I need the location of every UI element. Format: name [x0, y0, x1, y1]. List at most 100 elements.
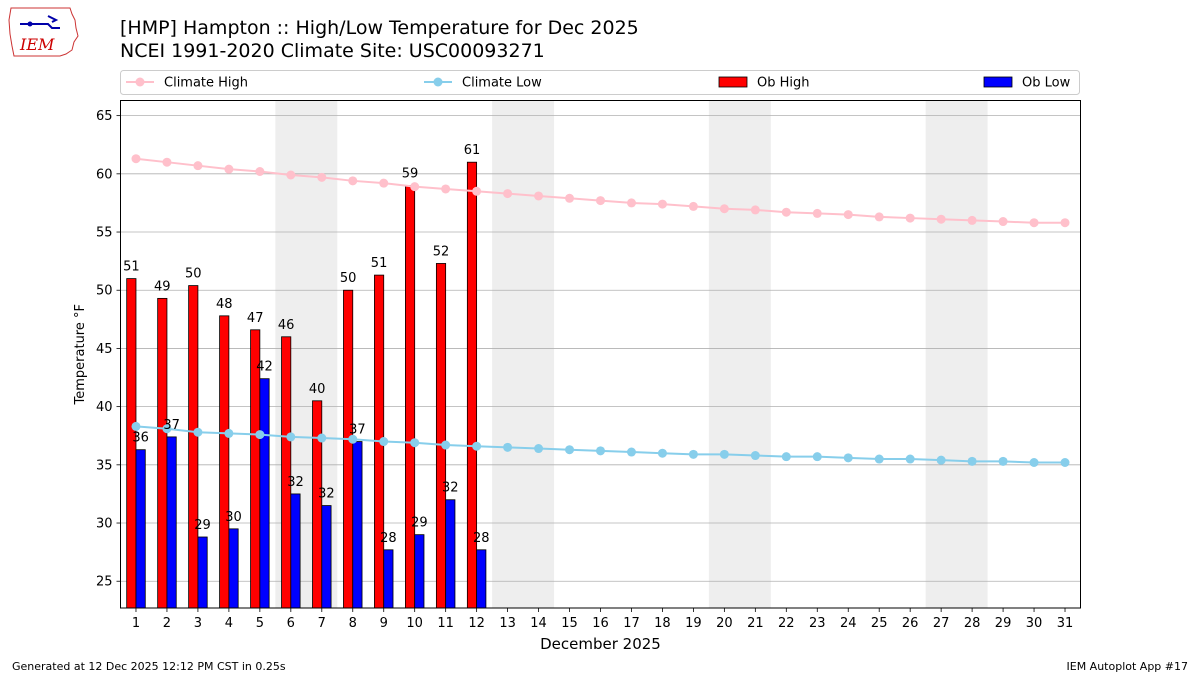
xtick-label-30: 30	[1026, 616, 1043, 631]
xtick-label-21: 21	[747, 616, 764, 631]
legend-ob-high-swatch	[718, 76, 748, 88]
ob-low-label-2: 37	[163, 418, 180, 433]
ytick-label-35: 35	[96, 458, 113, 473]
climate-low-point-21	[750, 451, 760, 461]
climate-high-point-8	[348, 176, 358, 186]
xtick-label-8: 8	[349, 616, 357, 631]
xtick-label-6: 6	[287, 616, 295, 631]
legend-climate-high-marker	[135, 77, 145, 87]
xtick-label-10: 10	[406, 616, 423, 631]
weekend-band-3	[708, 100, 771, 608]
chart-subtitle: NCEI 1991-2020 Climate Site: USC00093271	[120, 40, 545, 62]
climate-low-point-31	[1060, 458, 1070, 468]
xtick-label-4: 4	[225, 616, 233, 631]
climate-low-point-5	[255, 430, 265, 440]
climate-low-point-1	[131, 421, 141, 431]
ytick-label-40: 40	[96, 400, 113, 415]
iem-logo-icon: IEM	[8, 7, 79, 57]
ob-high-label-8: 50	[340, 271, 357, 286]
logo-text: IEM	[19, 35, 55, 54]
ob-low-label-4: 30	[225, 510, 242, 525]
climate-high-point-18	[657, 199, 667, 209]
ob-low-bar-2	[166, 436, 177, 609]
climate-high-point-26	[905, 213, 915, 223]
climate-high-point-7	[317, 172, 327, 182]
ob-high-bar-2	[157, 297, 168, 609]
ob-high-bar-3	[188, 285, 199, 609]
ytick-label-30: 30	[96, 517, 113, 532]
xtick-label-2: 2	[163, 616, 171, 631]
climate-low-point-17	[626, 447, 636, 457]
climate-high-point-28	[967, 215, 977, 225]
ob-high-bar-8	[343, 289, 354, 609]
ob-low-label-10: 29	[411, 516, 428, 531]
ob-low-bar-12	[476, 549, 487, 609]
xtick-label-13: 13	[499, 616, 516, 631]
ytick-label-60: 60	[96, 167, 113, 182]
ob-low-bar-7	[321, 505, 332, 609]
climate-low-point-2	[162, 424, 172, 434]
xtick-label-14: 14	[530, 616, 547, 631]
climate-high-point-2	[162, 157, 172, 167]
climate-low-point-13	[503, 442, 513, 452]
weekend-band-4	[925, 100, 988, 608]
ob-high-bar-7	[312, 400, 323, 609]
ob-high-label-9: 51	[371, 256, 388, 271]
xtick-label-11: 11	[437, 616, 454, 631]
climate-low-point-11	[441, 440, 451, 450]
climate-low-point-27	[936, 455, 946, 465]
climate-low-point-26	[905, 454, 915, 464]
ob-low-bar-3	[197, 536, 208, 609]
climate-high-point-1	[131, 154, 141, 164]
climate-low-point-4	[224, 428, 234, 438]
climate-high-point-31	[1060, 218, 1070, 228]
climate-high-point-9	[379, 178, 389, 188]
ob-low-bar-1	[135, 449, 146, 609]
ob-high-bar-6	[281, 336, 292, 609]
ytick-label-25: 25	[96, 575, 113, 590]
climate-low-point-15	[565, 445, 575, 455]
climate-high-point-15	[565, 193, 575, 203]
ob-low-bar-5	[259, 378, 270, 609]
climate-low-point-22	[781, 452, 791, 462]
ob-low-label-6: 32	[287, 475, 304, 490]
climate-low-point-12	[472, 441, 482, 451]
climate-high-point-23	[812, 208, 822, 218]
ob-high-label-5: 47	[247, 311, 264, 326]
xtick-label-24: 24	[840, 616, 857, 631]
ob-low-label-5: 42	[256, 360, 273, 375]
chart-title: [HMP] Hampton :: High/Low Temperature fo…	[120, 17, 639, 39]
ob-low-bar-6	[290, 493, 301, 609]
ob-low-bar-9	[383, 549, 394, 609]
ytick-label-50: 50	[96, 284, 113, 299]
climate-high-point-14	[534, 191, 544, 201]
ob-low-bar-11	[445, 499, 456, 609]
ob-low-label-11: 32	[442, 481, 459, 496]
xtick-label-31: 31	[1057, 616, 1074, 631]
xtick-label-5: 5	[256, 616, 264, 631]
xtick-label-27: 27	[933, 616, 950, 631]
generated-timestamp: Generated at 12 Dec 2025 12:12 PM CST in…	[12, 660, 286, 673]
app-id-label: IEM Autoplot App #17	[1066, 660, 1189, 673]
ob-high-label-3: 50	[185, 267, 202, 282]
climate-high-point-3	[193, 161, 203, 171]
climate-low-point-14	[534, 444, 544, 454]
ob-low-label-3: 29	[194, 518, 211, 533]
xtick-label-12: 12	[468, 616, 485, 631]
ob-low-label-12: 28	[473, 531, 490, 546]
ob-high-label-12: 61	[464, 143, 481, 158]
ob-low-label-9: 28	[380, 531, 397, 546]
climate-high-point-16	[596, 196, 605, 206]
climate-low-point-9	[379, 437, 389, 447]
climate-low-point-29	[998, 456, 1008, 466]
ytick-label-65: 65	[96, 109, 113, 124]
legend-box	[120, 70, 1080, 95]
climate-high-point-10	[410, 182, 420, 192]
climate-low-point-7	[317, 433, 327, 443]
xtick-label-26: 26	[902, 616, 919, 631]
xtick-label-7: 7	[318, 616, 326, 631]
xtick-label-22: 22	[778, 616, 795, 631]
climate-high-point-27	[936, 214, 946, 224]
climate-high-point-17	[626, 198, 636, 208]
